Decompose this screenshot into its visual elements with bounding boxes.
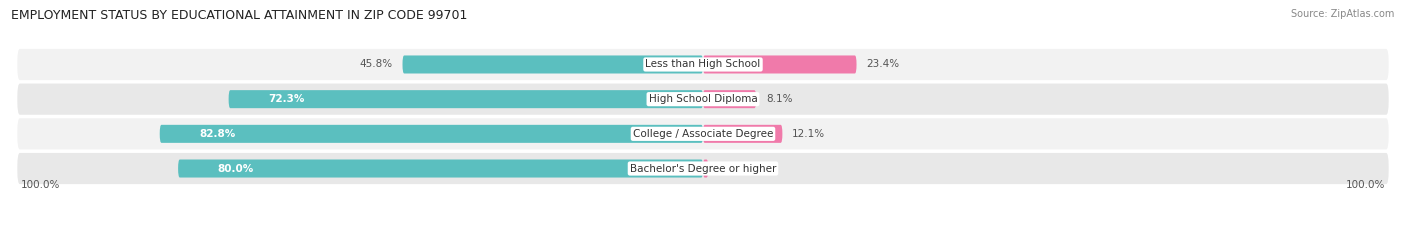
FancyBboxPatch shape <box>703 125 782 143</box>
Text: 23.4%: 23.4% <box>866 59 900 69</box>
Text: 80.0%: 80.0% <box>218 164 253 174</box>
FancyBboxPatch shape <box>229 90 703 108</box>
Text: 45.8%: 45.8% <box>360 59 392 69</box>
Text: 8.1%: 8.1% <box>766 94 793 104</box>
FancyBboxPatch shape <box>703 90 756 108</box>
Text: 82.8%: 82.8% <box>200 129 235 139</box>
Text: EMPLOYMENT STATUS BY EDUCATIONAL ATTAINMENT IN ZIP CODE 99701: EMPLOYMENT STATUS BY EDUCATIONAL ATTAINM… <box>11 9 468 22</box>
FancyBboxPatch shape <box>179 160 703 178</box>
Text: College / Associate Degree: College / Associate Degree <box>633 129 773 139</box>
Text: Bachelor's Degree or higher: Bachelor's Degree or higher <box>630 164 776 174</box>
Text: 100.0%: 100.0% <box>21 180 60 190</box>
Text: Less than High School: Less than High School <box>645 59 761 69</box>
FancyBboxPatch shape <box>703 160 709 178</box>
FancyBboxPatch shape <box>402 55 703 73</box>
FancyBboxPatch shape <box>17 49 1389 80</box>
Text: 100.0%: 100.0% <box>1346 180 1385 190</box>
FancyBboxPatch shape <box>17 118 1389 149</box>
FancyBboxPatch shape <box>17 84 1389 115</box>
FancyBboxPatch shape <box>17 153 1389 184</box>
Text: 72.3%: 72.3% <box>269 94 304 104</box>
Text: 0.8%: 0.8% <box>718 164 744 174</box>
FancyBboxPatch shape <box>703 55 856 73</box>
Text: Source: ZipAtlas.com: Source: ZipAtlas.com <box>1291 9 1395 19</box>
Text: High School Diploma: High School Diploma <box>648 94 758 104</box>
Text: 12.1%: 12.1% <box>792 129 825 139</box>
FancyBboxPatch shape <box>160 125 703 143</box>
